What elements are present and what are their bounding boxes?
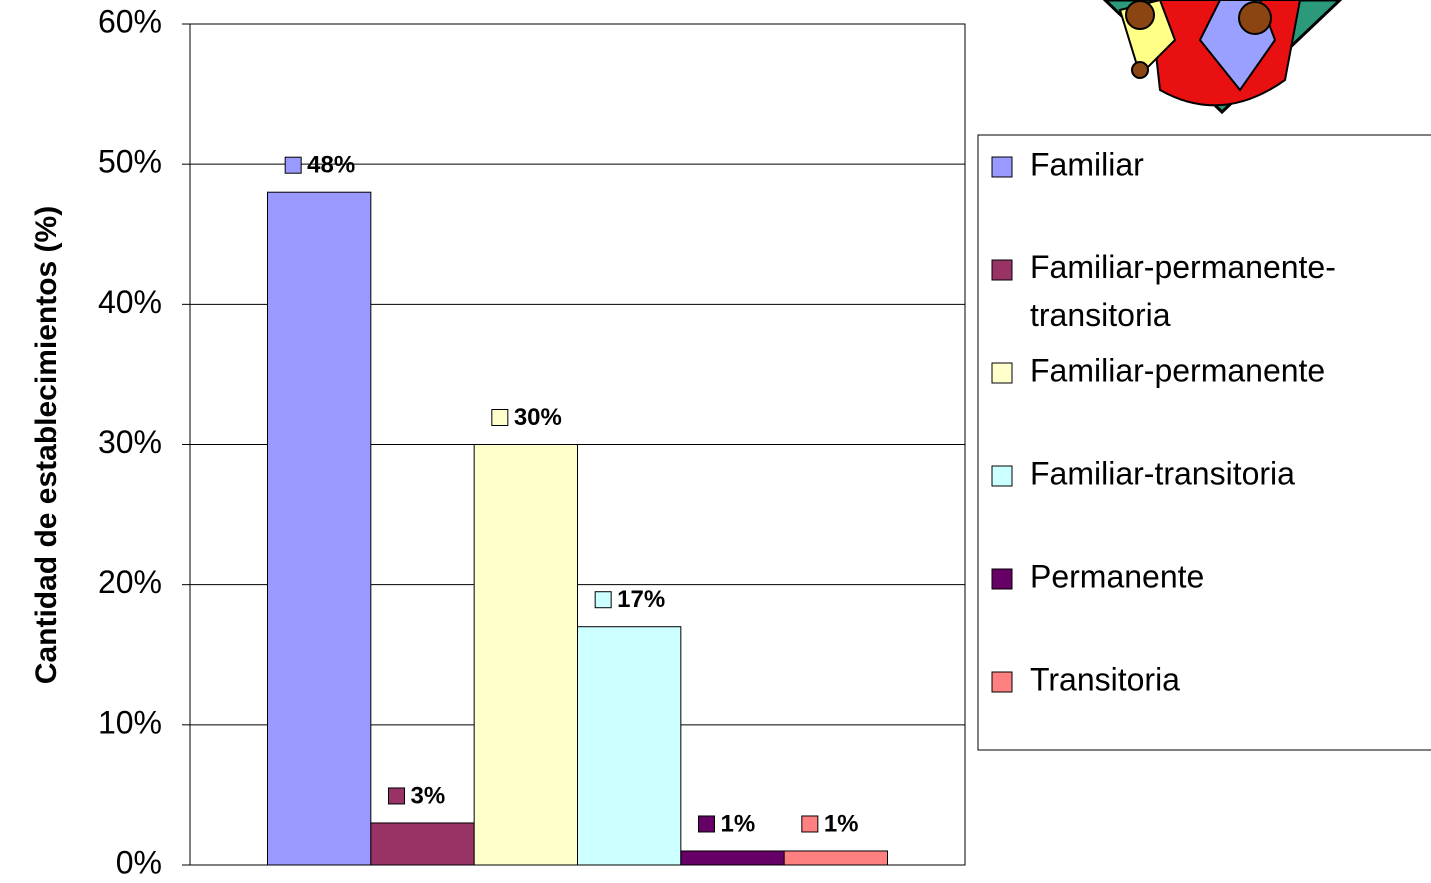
bar [577, 626, 682, 866]
legend-label-line: transitoria [1030, 297, 1171, 333]
bar [783, 850, 889, 866]
value-label: 17% [617, 586, 665, 613]
legend-box [977, 134, 1431, 751]
value-label-key [388, 787, 405, 805]
legend-label: Familiar-permanente [1030, 352, 1325, 388]
bar [267, 191, 372, 866]
legend-swatch [991, 465, 1013, 487]
value-label-key [594, 591, 612, 609]
bar [473, 444, 578, 866]
value-label-key [698, 815, 715, 833]
value-label-key [284, 156, 302, 174]
value-label: 30% [514, 404, 562, 431]
value-label-key [491, 409, 509, 426]
value-label: 48% [307, 152, 355, 179]
value-label: 3% [411, 782, 446, 809]
legend-swatch [991, 259, 1013, 281]
legend-label: Familiar-permanente-transitoria [1030, 249, 1336, 333]
legend-label-line: Familiar-permanente- [1030, 249, 1336, 285]
legend-label: Familiar-transitoria [1030, 455, 1295, 491]
legend-swatch [991, 156, 1013, 178]
y-tick-label: 40% [98, 284, 162, 320]
value-label: 1% [824, 810, 859, 837]
y-tick-label: 30% [98, 424, 162, 460]
y-tick-label: 20% [98, 564, 162, 600]
legend-swatch [991, 362, 1013, 384]
value-label-key [801, 815, 819, 833]
y-tick-label: 10% [98, 704, 162, 740]
value-label: 1% [721, 810, 756, 837]
bar [370, 822, 475, 866]
bar [680, 850, 785, 866]
legend-swatch [991, 568, 1013, 590]
y-tick-label: 0% [116, 844, 162, 880]
legend-label: Permanente [1030, 558, 1204, 594]
logo [1102, 0, 1343, 115]
legend-label: Familiar [1030, 146, 1144, 182]
legend-swatch [991, 671, 1013, 693]
y-tick-label: 50% [98, 144, 162, 180]
legend-label: Transitoria [1030, 661, 1180, 697]
y-tick-label: 60% [98, 3, 162, 39]
y-axis-title: Cantidad de establecimientos (%) [30, 206, 63, 684]
